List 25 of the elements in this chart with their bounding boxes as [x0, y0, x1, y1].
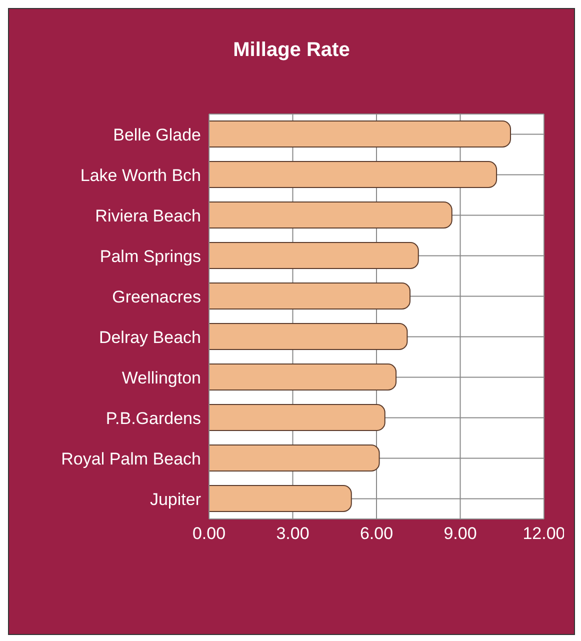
y-tick-label: Royal Palm Beach — [61, 449, 201, 468]
y-tick-label: P.B.Gardens — [106, 408, 201, 428]
bar — [209, 364, 397, 390]
y-tick-label: Wellington — [122, 368, 201, 388]
y-tick-label: Delray Beach — [98, 328, 201, 347]
bar — [209, 485, 352, 512]
chart-title: Millage Rate — [232, 39, 351, 62]
bar — [209, 120, 511, 148]
x-tick-label: 0.00 — [192, 524, 226, 544]
y-tick-label: Lake Worth Bch — [80, 166, 201, 185]
y-tick-label: Belle Glade — [113, 125, 201, 144]
bar — [209, 202, 452, 228]
y-tick-label: Greenacres — [112, 287, 201, 306]
bar — [209, 404, 386, 431]
bar — [209, 242, 419, 269]
x-tick-label: 3.00 — [276, 524, 310, 544]
y-tick-label: Palm Springs — [100, 246, 201, 266]
x-tick-label: 6.00 — [360, 524, 394, 544]
y-tick-label: Riviera Beach — [95, 206, 201, 226]
bar — [209, 444, 380, 472]
y-tick-label: Jupiter — [150, 490, 202, 509]
bar — [209, 161, 498, 188]
x-tick-label: 9.00 — [444, 524, 477, 544]
bar — [209, 282, 410, 310]
bar — [209, 323, 408, 350]
